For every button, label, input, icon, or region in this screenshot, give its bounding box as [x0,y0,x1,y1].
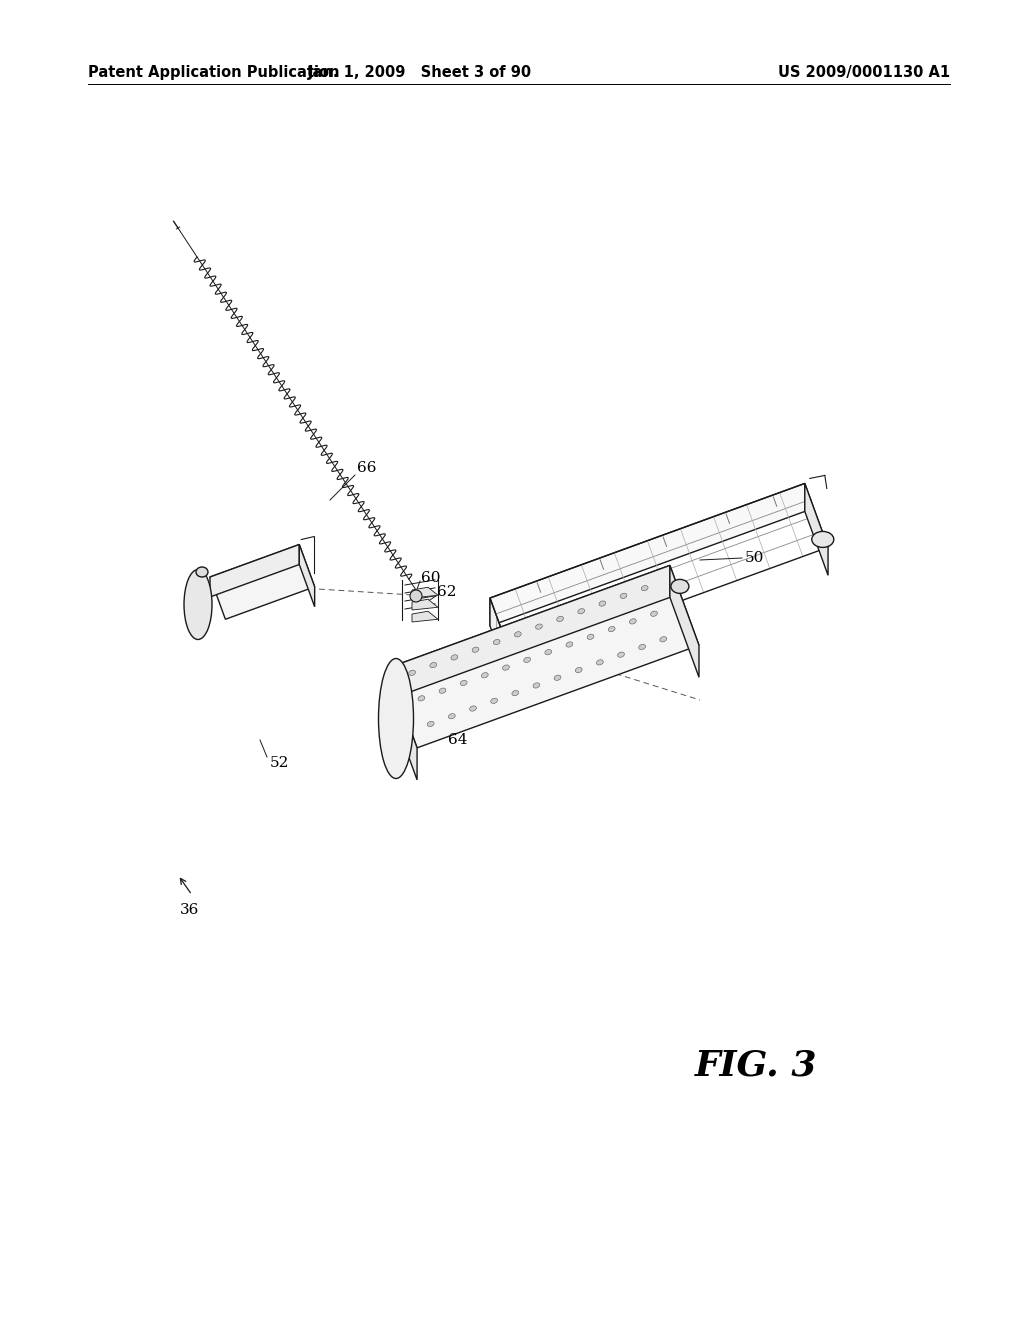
Ellipse shape [599,601,606,606]
Ellipse shape [578,609,585,614]
Ellipse shape [451,655,458,660]
Text: 66: 66 [357,461,377,475]
Text: US 2009/0001130 A1: US 2009/0001130 A1 [778,65,950,79]
Ellipse shape [617,652,625,657]
Ellipse shape [409,671,416,676]
Ellipse shape [470,706,476,711]
Ellipse shape [557,616,563,622]
Ellipse shape [184,569,212,639]
Polygon shape [490,483,805,626]
Ellipse shape [427,721,434,726]
Ellipse shape [639,644,645,649]
Ellipse shape [659,636,667,642]
Ellipse shape [596,660,603,665]
Polygon shape [388,668,417,780]
Polygon shape [805,483,828,576]
Ellipse shape [608,627,615,632]
Ellipse shape [503,665,509,671]
Ellipse shape [545,649,552,655]
Text: 52: 52 [270,756,290,770]
Ellipse shape [430,663,436,668]
Ellipse shape [566,642,572,647]
Ellipse shape [630,619,636,624]
Ellipse shape [481,673,488,678]
Ellipse shape [494,639,500,644]
Ellipse shape [196,568,208,577]
Ellipse shape [812,532,834,548]
Text: Jan. 1, 2009   Sheet 3 of 90: Jan. 1, 2009 Sheet 3 of 90 [308,65,532,79]
Ellipse shape [449,714,456,719]
Ellipse shape [523,657,530,663]
Circle shape [410,590,422,602]
Polygon shape [388,565,670,700]
Ellipse shape [641,586,648,591]
Text: 64: 64 [449,733,468,747]
Text: 60: 60 [421,572,440,585]
Ellipse shape [512,690,519,696]
Ellipse shape [460,680,467,685]
Ellipse shape [575,668,582,673]
Polygon shape [412,611,438,622]
Ellipse shape [650,611,657,616]
Ellipse shape [490,698,498,704]
Polygon shape [412,599,438,610]
Polygon shape [210,545,299,597]
Text: 62: 62 [437,585,457,599]
Polygon shape [210,545,314,619]
Text: Patent Application Publication: Patent Application Publication [88,65,340,79]
Ellipse shape [439,688,445,693]
Polygon shape [670,565,699,677]
Polygon shape [388,565,699,748]
Text: FIG. 3: FIG. 3 [695,1048,817,1082]
Text: 36: 36 [180,903,200,917]
Ellipse shape [671,579,689,594]
Polygon shape [299,545,314,607]
Polygon shape [490,598,513,690]
Ellipse shape [534,682,540,688]
Ellipse shape [514,632,521,638]
Ellipse shape [379,659,414,779]
Ellipse shape [621,593,627,598]
Ellipse shape [554,675,561,680]
Ellipse shape [472,647,479,652]
Ellipse shape [587,634,594,639]
Polygon shape [412,587,438,598]
Ellipse shape [418,696,425,701]
Text: 50: 50 [745,550,764,565]
Ellipse shape [536,624,543,630]
